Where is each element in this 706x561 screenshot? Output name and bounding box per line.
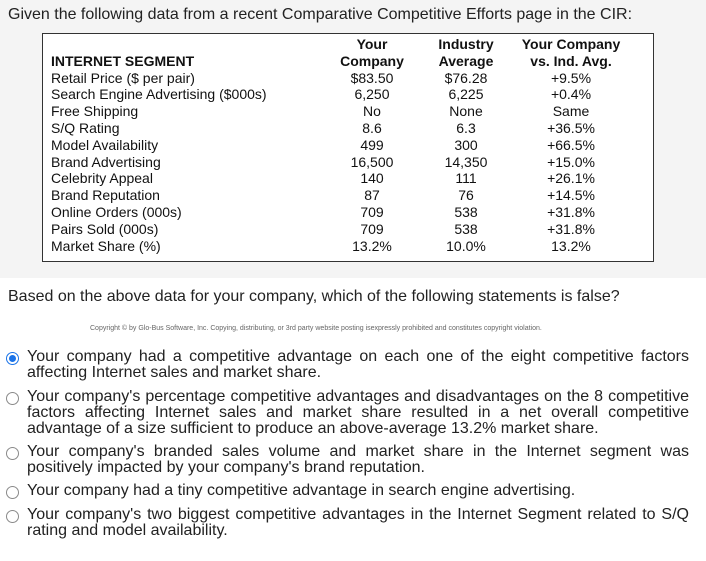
row-your-company: 13.2% [352, 237, 392, 254]
table-row: Model Availability 499 300 +66.5% [51, 137, 631, 154]
radio-button[interactable] [6, 392, 19, 405]
row-your-company: 499 [360, 136, 384, 153]
row-vs-industry: +26.1% [547, 170, 595, 187]
row-your-company: 140 [360, 170, 384, 187]
answer-option-label[interactable]: Your company had a tiny competitive adva… [27, 482, 576, 499]
intro-text: Given the following data from a recent C… [8, 6, 633, 23]
table-row: Free Shipping No None Same [51, 103, 631, 120]
answer-option-label[interactable]: Your company's percentage competitive ad… [27, 388, 689, 437]
row-your-company: $83.50 [350, 69, 394, 86]
question-text: Based on the above data for your company… [8, 288, 620, 305]
answer-option-2[interactable]: Your company's percentage competitive ad… [6, 389, 690, 437]
row-industry-average: 76 [458, 187, 474, 204]
row-your-company: 8.6 [362, 119, 382, 136]
table-header-row-1: Your Industry Your Company [51, 36, 631, 53]
table-row: Brand Reputation 87 76 +14.5% [51, 187, 631, 204]
row-your-company: No [363, 103, 381, 120]
copyright-notice: Copyright © by Glo-Bus Software, Inc. Co… [90, 325, 542, 332]
answer-option-4[interactable]: Your company had a tiny competitive adva… [6, 483, 690, 499]
row-label: Brand Advertising [51, 153, 161, 170]
row-industry-average: 14,350 [444, 153, 488, 170]
row-industry-average: None [449, 103, 483, 120]
header-your-company-line1: Your [356, 36, 388, 52]
row-label: Search Engine Advertising ($000s) [51, 86, 267, 103]
row-your-company: 709 [360, 203, 384, 220]
header-industry-average-line1: Industry [438, 36, 494, 52]
radio-button[interactable] [6, 352, 19, 365]
row-industry-average: 538 [454, 220, 478, 237]
row-label: Market Share (%) [51, 237, 161, 254]
row-vs-industry: +31.8% [547, 203, 595, 220]
row-label: Model Availability [51, 136, 159, 153]
header-your-company-line2: Company [340, 52, 404, 69]
row-vs-industry: +66.5% [547, 136, 595, 153]
row-label: Brand Reputation [51, 187, 160, 204]
radio-button[interactable] [6, 510, 19, 523]
row-your-company: 6,250 [354, 86, 390, 103]
table-row: Search Engine Advertising ($000s) 6,250 6,… [51, 86, 631, 103]
answer-option-3[interactable]: Your company's branded sales volume and … [6, 444, 690, 476]
table-row: Retail Price ($ per pair) $83.50 $76.28 +9.… [51, 70, 631, 87]
data-panel: Given the following data from a recent C… [0, 0, 706, 278]
data-table: Your Industry Your Company INTERNET SEGM… [51, 36, 631, 254]
table-row: Brand Advertising 16,500 14,350 +15.0% [51, 154, 631, 171]
table-row: Online Orders (000s) 709 538 +31.8% [51, 204, 631, 221]
row-label: Free Shipping [51, 103, 139, 120]
row-label: S/Q Rating [51, 119, 120, 136]
row-vs-industry: Same [552, 103, 590, 120]
row-industry-average: 538 [454, 203, 478, 220]
row-label: Pairs Sold (000s) [51, 220, 159, 237]
header-vs-industry-line2: vs. Ind. Avg. [530, 52, 612, 69]
row-your-company: 87 [364, 187, 380, 204]
header-industry-average-line2: Average [438, 52, 494, 69]
row-label: Retail Price ($ per pair) [51, 69, 195, 86]
row-vs-industry: +0.4% [550, 86, 592, 103]
row-label: Online Orders (000s) [51, 203, 182, 220]
row-vs-industry: +15.0% [547, 153, 595, 170]
row-vs-industry: +31.8% [547, 220, 595, 237]
row-vs-industry: +14.5% [547, 187, 595, 204]
table-header-row-2: INTERNET SEGMENT Company Average vs. Ind… [51, 53, 631, 70]
table-row: Pairs Sold (000s) 709 538 +31.8% [51, 221, 631, 238]
table-row: Market Share (%) 13.2% 10.0% 13.2% [51, 238, 631, 255]
row-label: Celebrity Appeal [51, 170, 153, 187]
table-row: Celebrity Appeal 140 111 +26.1% [51, 170, 631, 187]
row-your-company: 709 [360, 220, 384, 237]
row-your-company: 16,500 [350, 153, 394, 170]
row-industry-average: 111 [455, 170, 477, 187]
header-vs-industry-line1: Your Company [521, 36, 621, 52]
row-vs-industry: 13.2% [551, 237, 591, 254]
row-vs-industry: +9.5% [550, 69, 592, 86]
row-industry-average: 10.0% [446, 237, 486, 254]
row-industry-average: 300 [454, 136, 478, 153]
table-body: Retail Price ($ per pair) $83.50 $76.28 +9.… [51, 70, 631, 255]
row-industry-average: 6.3 [456, 119, 476, 136]
row-industry-average: 6,225 [448, 86, 484, 103]
answer-option-label[interactable]: Your company had a competitive advantage… [27, 348, 689, 381]
table-row: S/Q Rating 8.6 6.3 +36.5% [51, 120, 631, 137]
header-internet-segment: INTERNET SEGMENT [51, 52, 195, 69]
answer-option-1[interactable]: Your company had a competitive advantage… [6, 349, 690, 381]
row-vs-industry: +36.5% [547, 119, 595, 136]
radio-button[interactable] [6, 486, 19, 499]
radio-button[interactable] [6, 447, 19, 460]
answer-option-label[interactable]: Your company's branded sales volume and … [27, 443, 689, 476]
answer-option-label[interactable]: Your company's two biggest competitive a… [27, 506, 689, 539]
row-industry-average: $76.28 [444, 69, 488, 86]
competitive-efforts-table: Your Industry Your Company INTERNET SEGM… [42, 33, 654, 262]
answer-option-5[interactable]: Your company's two biggest competitive a… [6, 507, 690, 539]
